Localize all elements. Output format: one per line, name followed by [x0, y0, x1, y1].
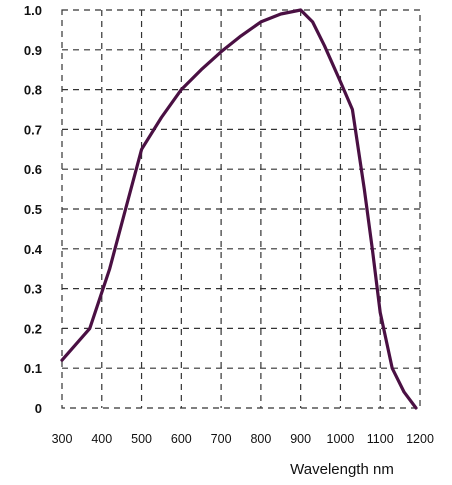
x-tick-label: 1200: [406, 432, 434, 446]
y-tick-label: 0.6: [24, 162, 42, 177]
x-tick-label: 1000: [327, 432, 355, 446]
y-tick-label: 0.4: [24, 242, 43, 257]
y-tick-label: 0.5: [24, 202, 42, 217]
y-tick-label: 1.0: [24, 3, 42, 18]
y-tick-label: 0.9: [24, 43, 42, 58]
y-tick-label: 0.8: [24, 83, 42, 98]
x-tick-label: 600: [171, 432, 192, 446]
series-layer: [60, 8, 418, 410]
y-tick-label: 0.3: [24, 282, 42, 297]
x-axis-label: Wavelength nm: [290, 461, 394, 478]
x-tick-label: 400: [91, 432, 112, 446]
y-tick-label: 0.1: [24, 361, 42, 376]
x-tick-label: 900: [290, 432, 311, 446]
x-tick-label: 300: [52, 432, 73, 446]
y-tick-label: 0.7: [24, 122, 42, 137]
x-tick-label: 500: [131, 432, 152, 446]
x-tick-label: 700: [211, 432, 232, 446]
x-axis-ticks: 300 400 500 600 700 800 900 1000 1100 1200: [52, 432, 434, 446]
y-tick-label: 0: [35, 401, 42, 416]
series-line-0: [60, 8, 418, 410]
x-tick-label: 1100: [367, 432, 394, 446]
y-axis-ticks: 0 0.1 0.2 0.3 0.4 0.5 0.6 0.7 0.8 0.9 1.0: [24, 3, 43, 416]
x-tick-label: 800: [250, 432, 271, 446]
y-tick-label: 0.2: [24, 321, 42, 336]
plot-frame: [61, 9, 421, 409]
